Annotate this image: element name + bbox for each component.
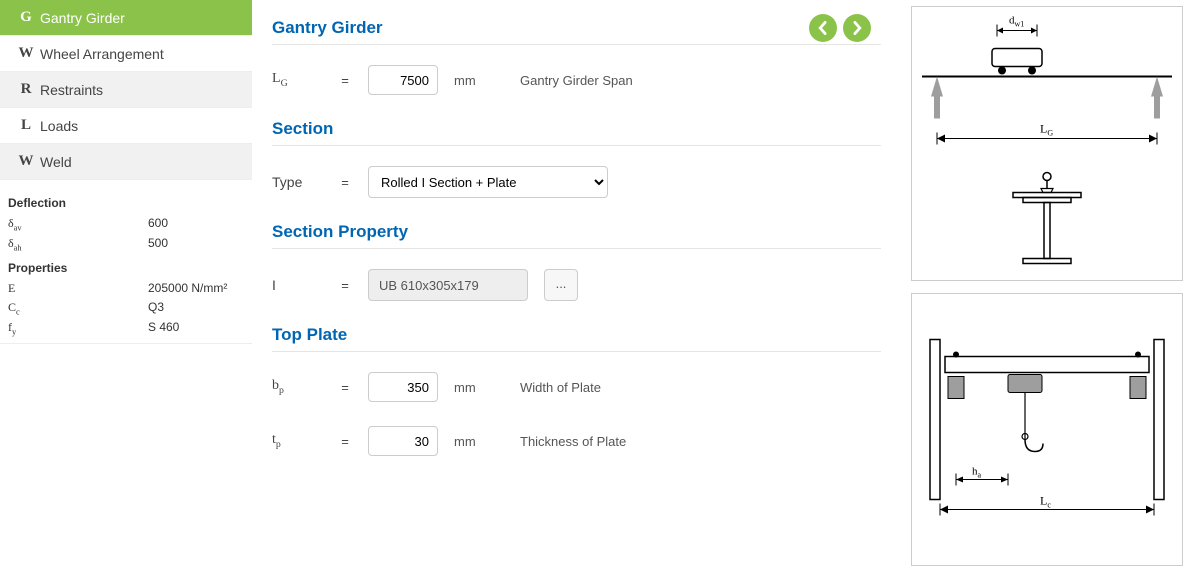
row-section-type: Type = Rolled I Section + Plate bbox=[272, 166, 881, 198]
nav-label: Restraints bbox=[40, 82, 103, 98]
nav-label: Loads bbox=[40, 118, 78, 134]
sidebar-item-restraints[interactable]: R Restraints bbox=[0, 72, 252, 108]
row-section-property: I = UB 610x305x179 ... bbox=[272, 269, 881, 301]
divider bbox=[272, 351, 881, 352]
nav-letter: G bbox=[12, 9, 40, 26]
prop-value: 500 bbox=[148, 236, 168, 250]
field-symbol: LG bbox=[272, 71, 322, 89]
bp-input[interactable] bbox=[368, 372, 438, 402]
svg-text:Lc: Lc bbox=[1040, 494, 1051, 510]
sidebar: G Gantry Girder W Wheel Arrangement R Re… bbox=[0, 0, 252, 572]
field-eq: = bbox=[338, 380, 352, 395]
field-desc: Width of Plate bbox=[520, 380, 601, 395]
svg-text:ha: ha bbox=[972, 466, 982, 480]
svg-text:dw1: dw1 bbox=[1009, 15, 1024, 29]
tp-input[interactable] bbox=[368, 426, 438, 456]
gantry-span-svg: dw1 LG bbox=[912, 7, 1182, 280]
deflection-heading: Deflection bbox=[8, 196, 244, 210]
prop-symbol: fy bbox=[8, 320, 148, 336]
properties-heading: Properties bbox=[8, 261, 244, 275]
arrow-left-icon bbox=[816, 21, 830, 35]
divider bbox=[272, 44, 881, 45]
nav-letter: R bbox=[12, 81, 40, 98]
prop-value: Q3 bbox=[148, 300, 164, 314]
section-title-top-plate: Top Plate bbox=[272, 325, 881, 345]
field-eq: = bbox=[338, 175, 352, 190]
sidebar-properties: Deflection δav 600 δah 500 Properties E … bbox=[0, 180, 252, 344]
prop-symbol: Cc bbox=[8, 300, 148, 316]
field-eq: = bbox=[338, 278, 352, 293]
prop-symbol: δah bbox=[8, 236, 148, 252]
divider bbox=[272, 145, 881, 146]
diagram-gantry-span: dw1 LG bbox=[911, 6, 1183, 281]
arrow-right-icon bbox=[850, 21, 864, 35]
field-unit: mm bbox=[454, 380, 504, 395]
prop-row: fy S 460 bbox=[8, 318, 244, 338]
span-input[interactable] bbox=[368, 65, 438, 95]
field-eq: = bbox=[338, 434, 352, 449]
section-title-section-property: Section Property bbox=[272, 222, 881, 242]
field-eq: = bbox=[338, 73, 352, 88]
row-bp: bp = mm Width of Plate bbox=[272, 372, 881, 402]
prop-symbol: E bbox=[8, 281, 148, 296]
prop-row: δah 500 bbox=[8, 234, 244, 254]
field-label: I bbox=[272, 277, 322, 293]
prop-row: δav 600 bbox=[8, 214, 244, 234]
sidebar-item-gantry-girder[interactable]: G Gantry Girder bbox=[0, 0, 252, 36]
section-title-gantry: Gantry Girder bbox=[272, 18, 881, 38]
sidebar-item-wheel-arrangement[interactable]: W Wheel Arrangement bbox=[0, 36, 252, 72]
diagram-panel: dw1 LG bbox=[911, 0, 1191, 572]
section-browse-button[interactable]: ... bbox=[544, 269, 578, 301]
field-label: Type bbox=[272, 174, 322, 190]
prev-button[interactable] bbox=[809, 14, 837, 42]
nav-label: Weld bbox=[40, 154, 72, 170]
prop-value: S 460 bbox=[148, 320, 179, 334]
field-symbol: tp bbox=[272, 432, 322, 450]
nav-label: Wheel Arrangement bbox=[40, 46, 164, 62]
sidebar-item-weld[interactable]: W Weld bbox=[0, 144, 252, 180]
prop-row: Cc Q3 bbox=[8, 298, 244, 318]
divider bbox=[272, 248, 881, 249]
nav-label: Gantry Girder bbox=[40, 10, 125, 26]
field-symbol: bp bbox=[272, 378, 322, 396]
field-desc: Gantry Girder Span bbox=[520, 73, 633, 88]
section-property-value: UB 610x305x179 bbox=[368, 269, 528, 301]
prop-row: E 205000 N/mm² bbox=[8, 279, 244, 298]
prop-value: 205000 N/mm² bbox=[148, 281, 227, 295]
field-desc: Thickness of Plate bbox=[520, 434, 626, 449]
nav-letter: L bbox=[12, 117, 40, 134]
field-unit: mm bbox=[454, 434, 504, 449]
next-button[interactable] bbox=[843, 14, 871, 42]
sidebar-item-loads[interactable]: L Loads bbox=[0, 108, 252, 144]
svg-text:LG: LG bbox=[1040, 122, 1053, 138]
section-title-section: Section bbox=[272, 119, 881, 139]
main-panel: Gantry Girder LG = mm Gantry Girder Span… bbox=[252, 0, 911, 572]
row-tp: tp = mm Thickness of Plate bbox=[272, 426, 881, 456]
nav-letter: W bbox=[12, 153, 40, 170]
row-span: LG = mm Gantry Girder Span bbox=[272, 65, 881, 95]
crane-bridge-svg: ha Lc bbox=[912, 294, 1182, 565]
section-type-select[interactable]: Rolled I Section + Plate bbox=[368, 166, 608, 198]
prop-value: 600 bbox=[148, 216, 168, 230]
nav-letter: W bbox=[12, 45, 40, 62]
field-unit: mm bbox=[454, 73, 504, 88]
nav-arrows bbox=[809, 14, 871, 42]
prop-symbol: δav bbox=[8, 216, 148, 232]
diagram-crane-bridge: ha Lc bbox=[911, 293, 1183, 566]
